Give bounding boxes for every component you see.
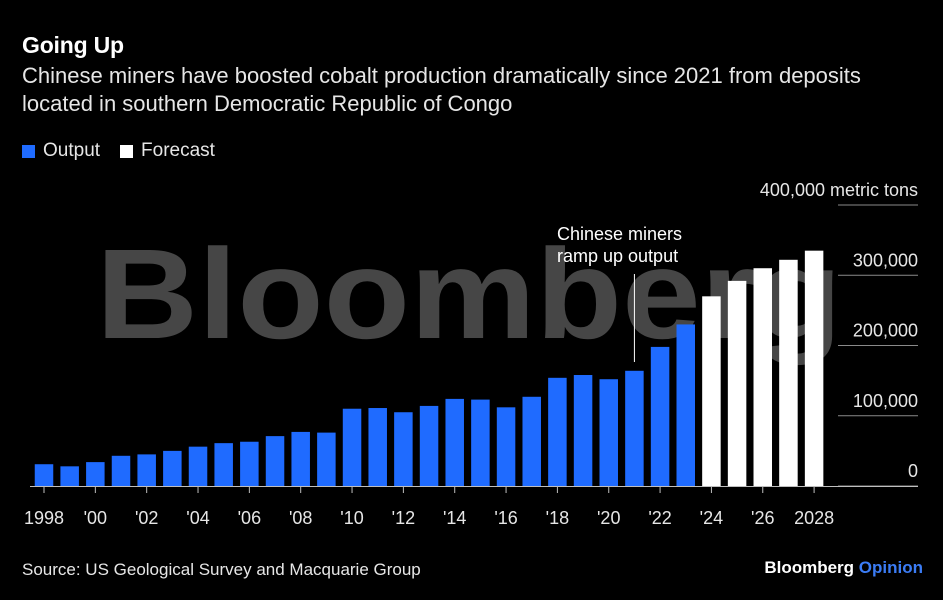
bar-output-2005 <box>214 443 233 486</box>
bar-output-2017 <box>522 396 541 486</box>
bar-output-2023 <box>676 324 695 486</box>
annotation-text-2: ramp up output <box>557 246 678 266</box>
x-tick-label-2024: '24 <box>700 508 723 528</box>
x-tick-label-2006: '06 <box>238 508 261 528</box>
bar-forecast-2024 <box>702 296 721 486</box>
x-tick-label-1998: 1998 <box>24 508 64 528</box>
legend-item-forecast: Forecast <box>120 140 215 162</box>
bar-output-2022 <box>650 346 670 486</box>
chart-subtitle: Chinese miners have boosted cobalt produ… <box>22 63 861 116</box>
bar-forecast-2026 <box>753 268 773 486</box>
legend-swatch-forecast <box>120 144 134 158</box>
bar-output-2012 <box>394 412 413 486</box>
x-tick-label-2016: '16 <box>494 508 517 528</box>
source-note: Source: US Geological Survey and Macquar… <box>22 560 421 579</box>
x-tick-label-2022: '22 <box>648 508 671 528</box>
y-tick-label-400000: 400,000 metric tons <box>760 180 918 200</box>
x-tick-label-2010: '10 <box>340 508 363 528</box>
bar-output-2019 <box>573 375 593 486</box>
legend-label-forecast: Forecast <box>141 140 215 161</box>
bloomberg-opinion-logo: Bloomberg Opinion <box>764 558 923 578</box>
bar-forecast-2028 <box>804 250 824 486</box>
bar-output-1998 <box>34 464 54 486</box>
bar-output-2001 <box>111 455 131 486</box>
legend: Output Forecast <box>22 140 235 162</box>
bar-output-2014 <box>445 398 464 486</box>
bar-output-2010 <box>342 408 362 486</box>
x-tick-label-2018: '18 <box>546 508 569 528</box>
legend-item-output: Output <box>22 140 100 162</box>
x-tick-label-2020: '20 <box>597 508 620 528</box>
x-tick-label-2002: '02 <box>135 508 158 528</box>
bar-output-2004 <box>188 446 208 486</box>
x-tick-label-2008: '08 <box>289 508 312 528</box>
bar-output-2011 <box>368 408 387 486</box>
x-tick-label-2028: 2028 <box>794 508 834 528</box>
x-tick-label-2004: '04 <box>186 508 209 528</box>
x-tick-label-2012: '12 <box>392 508 415 528</box>
bar-output-2008 <box>291 431 310 486</box>
y-tick-label-200000: 200,000 <box>853 321 918 341</box>
x-tick-label-2014: '14 <box>443 508 466 528</box>
annotation-text-1: Chinese miners <box>557 224 682 244</box>
bar-output-2021 <box>625 370 644 486</box>
bar-output-2007 <box>265 436 285 486</box>
bar-output-2003 <box>163 450 182 486</box>
x-tick-label-2026: '26 <box>751 508 774 528</box>
bar-output-2006 <box>240 441 259 486</box>
bar-output-2000 <box>86 462 105 486</box>
bar-output-2015 <box>471 399 490 486</box>
bar-output-2002 <box>137 454 156 486</box>
bar-forecast-2025 <box>727 280 747 486</box>
x-tick-label-2000: '00 <box>84 508 107 528</box>
y-tick-label-300000: 300,000 <box>853 250 918 270</box>
bar-output-2013 <box>419 405 439 486</box>
bar-output-2016 <box>496 407 516 486</box>
brand-name: Bloomberg <box>764 558 855 577</box>
y-tick-label-0: 0 <box>908 461 918 481</box>
bar-output-2018 <box>548 377 567 486</box>
brand-accent: Opinion <box>858 558 923 577</box>
bar-output-2020 <box>599 379 618 486</box>
bar-forecast-2027 <box>779 259 798 486</box>
chart-title: Going Up <box>22 32 124 58</box>
legend-swatch-output <box>22 144 35 158</box>
bar-output-2009 <box>317 432 336 486</box>
legend-label-output: Output <box>43 140 101 161</box>
y-tick-label-100000: 100,000 <box>853 391 918 411</box>
bar-output-1999 <box>60 466 79 486</box>
